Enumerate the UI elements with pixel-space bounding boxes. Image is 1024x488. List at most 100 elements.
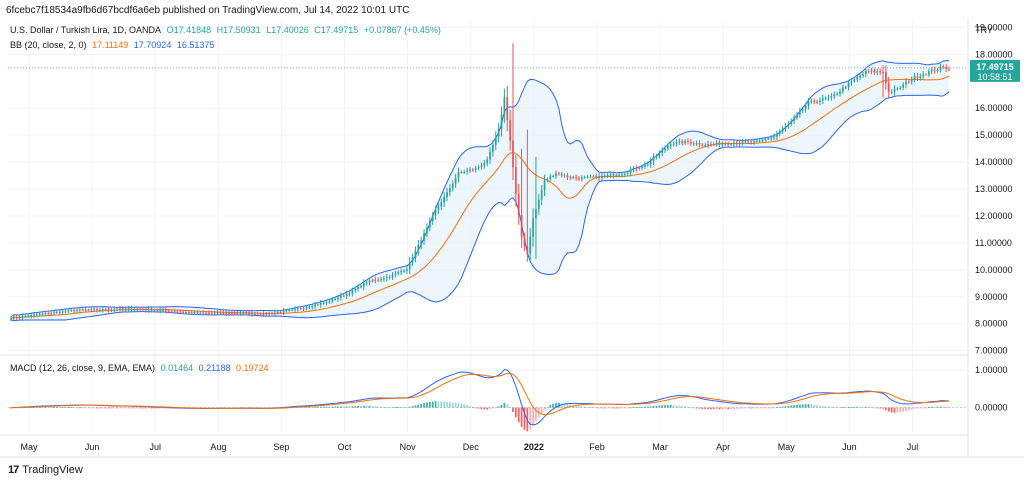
- candle-body: [678, 141, 681, 143]
- candle-body: [35, 314, 38, 316]
- candle-body: [70, 310, 73, 312]
- candle-body: [784, 126, 787, 129]
- macd-histogram-bar: [566, 403, 569, 408]
- candle-body: [827, 97, 830, 99]
- macd-histogram-bar: [603, 407, 606, 409]
- macd-histogram-bar: [862, 406, 864, 408]
- macd-histogram-bar: [78, 407, 81, 409]
- candle-body: [276, 312, 279, 314]
- candle-body: [644, 164, 646, 167]
- macd-legend: MACD (12, 26, close, 9, EMA, EMA) 0.0146…: [10, 363, 272, 373]
- candle-body: [403, 270, 405, 272]
- macd-histogram-bar: [44, 407, 47, 408]
- candle-body: [687, 140, 689, 142]
- candle-body: [144, 309, 147, 311]
- candle-body: [623, 173, 626, 175]
- macd-histogram-bar: [305, 406, 308, 408]
- candle-body: [230, 312, 233, 314]
- candle-body: [279, 312, 282, 314]
- candle-body: [305, 307, 308, 309]
- candle-body: [566, 175, 569, 178]
- candle-body: [193, 311, 196, 313]
- candle-body: [127, 308, 130, 310]
- price-tick-label: 10.00000: [975, 265, 1013, 275]
- macd-histogram-bar: [466, 405, 468, 408]
- macd-histogram-bar: [649, 406, 652, 408]
- candle-body: [87, 309, 90, 311]
- macd-histogram-bar: [90, 407, 93, 409]
- candle-body: [879, 71, 882, 73]
- macd-histogram-bar: [738, 407, 741, 409]
- candle-body: [641, 166, 643, 168]
- tradingview-brand[interactable]: 17 TradingView: [8, 464, 83, 476]
- candle-body: [357, 286, 359, 289]
- candle-body: [781, 128, 784, 132]
- macd-histogram-bar: [916, 407, 919, 409]
- macd-histogram-bar: [130, 407, 133, 409]
- candle-body: [156, 310, 159, 312]
- candle-body: [512, 140, 514, 168]
- macd-histogram-bar: [936, 406, 939, 408]
- macd-histogram-bar: [644, 406, 646, 408]
- candle-body: [864, 70, 867, 75]
- candle-body: [586, 176, 589, 178]
- candle-body: [526, 246, 529, 254]
- macd-histogram-bar: [314, 406, 316, 408]
- candle-body: [225, 312, 228, 314]
- macd-histogram-bar: [469, 406, 471, 408]
- candle-body: [282, 310, 285, 313]
- macd-histogram-bar: [853, 406, 856, 408]
- macd-histogram-bar: [532, 407, 534, 426]
- price-tick-label: 19.00000: [975, 22, 1013, 32]
- candle-body: [414, 250, 417, 258]
- macd-histogram-bar: [110, 407, 113, 409]
- macd-histogram-bar: [778, 406, 781, 408]
- macd-histogram-bar: [770, 407, 773, 409]
- candle-body: [147, 309, 150, 311]
- candle-body: [618, 174, 620, 176]
- candle-body: [853, 79, 856, 82]
- macd-histogram-bar: [67, 407, 70, 408]
- candle-body: [190, 312, 193, 314]
- macd-histogram-bar: [437, 401, 440, 408]
- macd-histogram-bar: [583, 406, 586, 408]
- macd-histogram-bar: [113, 407, 116, 409]
- month-tick-label: Oct: [338, 442, 353, 452]
- candle-body: [721, 143, 724, 145]
- macd-histogram-bar: [925, 407, 927, 409]
- candle-body: [259, 314, 262, 316]
- candle-body: [38, 314, 41, 316]
- candle-body: [925, 74, 927, 76]
- candle-body: [646, 164, 649, 166]
- macd-histogram-bar: [546, 406, 549, 408]
- macd-histogram-bar: [669, 405, 672, 408]
- candle-body: [236, 313, 239, 315]
- candle-body: [165, 309, 167, 311]
- macd-histogram-bar: [724, 407, 727, 410]
- macd-histogram-bar: [580, 406, 583, 408]
- candle-body: [351, 290, 354, 294]
- candle-body: [199, 312, 202, 314]
- price-tick-label: 8.00000: [975, 319, 1008, 329]
- macd-histogram-bar: [417, 404, 420, 408]
- candle-body: [704, 145, 707, 147]
- macd-histogram-bar: [374, 406, 377, 408]
- close-value: C17.49715: [314, 25, 359, 35]
- macd-histogram-bar: [873, 407, 876, 409]
- candle-body: [451, 183, 454, 189]
- candle-body: [337, 297, 339, 300]
- macd-histogram-bar: [807, 404, 810, 408]
- macd-histogram-bar: [340, 406, 342, 408]
- macd-histogram-bar: [707, 407, 709, 410]
- macd-histogram-bar: [385, 407, 388, 408]
- candle-body: [492, 144, 494, 152]
- macd-histogram-bar: [144, 407, 147, 409]
- candle-body: [798, 110, 801, 115]
- macd-histogram-bar: [53, 407, 55, 408]
- candle-body: [664, 148, 666, 151]
- candle-body: [649, 161, 652, 165]
- candle-body: [724, 143, 727, 145]
- macd-histogram-bar: [328, 406, 331, 408]
